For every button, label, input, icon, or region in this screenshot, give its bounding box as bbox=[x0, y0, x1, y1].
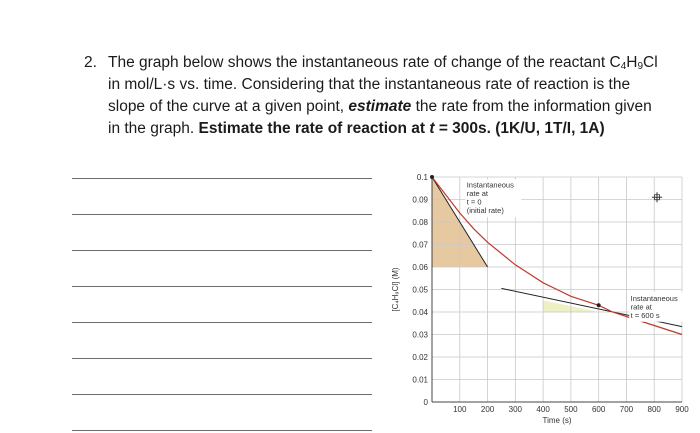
answer-lines bbox=[72, 170, 382, 433]
y-tick-label: 0.09 bbox=[412, 196, 428, 205]
question-estimate-word: estimate bbox=[348, 98, 412, 115]
annotation-t0-line: t = 0 bbox=[467, 197, 482, 206]
question-number: 2. bbox=[84, 54, 97, 71]
tangent-triangle-2 bbox=[543, 300, 599, 312]
answer-line bbox=[72, 178, 372, 179]
y-tick-label: 0.08 bbox=[412, 218, 428, 227]
annotation-t0-line: Instantaneous bbox=[467, 180, 514, 189]
question-line4-mid: the rate of reaction at bbox=[263, 120, 430, 137]
answer-line bbox=[72, 394, 372, 395]
question-t-symbol: t bbox=[429, 120, 435, 137]
tangent-point-t600 bbox=[596, 303, 601, 308]
annotation-box-t600 bbox=[629, 291, 686, 322]
answer-line bbox=[72, 358, 372, 359]
x-tick-label: 800 bbox=[648, 405, 662, 414]
x-tick-label: 300 bbox=[509, 405, 523, 414]
formula-h: H bbox=[626, 54, 638, 71]
y-tick-label-zero: 0 bbox=[424, 398, 429, 407]
y-tick-label: 0.03 bbox=[412, 331, 428, 340]
answer-line bbox=[72, 430, 372, 431]
y-tick-label: 0.07 bbox=[412, 241, 428, 250]
y-tick-label: 0.05 bbox=[412, 286, 428, 295]
question-estimate-bold: Estimate bbox=[198, 120, 264, 137]
tangent-point-t0 bbox=[430, 175, 434, 179]
y-tick-label: 0.01 bbox=[412, 376, 428, 385]
annotation-t600-line: t = 600 s bbox=[631, 311, 660, 320]
answer-line bbox=[72, 286, 372, 287]
x-tick-label: 500 bbox=[564, 405, 578, 414]
y-tick-label: 0.1 bbox=[417, 173, 429, 182]
x-tick-label: 200 bbox=[481, 405, 495, 414]
x-tick-label: 900 bbox=[675, 405, 689, 414]
formula-cl: Cl bbox=[643, 54, 658, 71]
x-tick-label: 400 bbox=[536, 405, 550, 414]
answer-line bbox=[72, 214, 372, 215]
x-tick-label: 100 bbox=[453, 405, 467, 414]
y-tick-label: 0.04 bbox=[412, 308, 428, 317]
y-tick-label: 0.06 bbox=[412, 263, 428, 272]
question-line3-post: the rate from the information given bbox=[411, 98, 652, 115]
annotation-t600-line: Instantaneous bbox=[631, 294, 678, 303]
x-axis-title: Time (s) bbox=[542, 416, 571, 425]
formula-subscript-4: 4 bbox=[620, 61, 627, 72]
question-line4-post: = 300s. (1K/U, 1T/I, 1A) bbox=[434, 120, 605, 137]
answer-line bbox=[72, 322, 372, 323]
y-tick-label: 0.02 bbox=[412, 353, 428, 362]
y-axis-title: [C₄H₉Cl] (M) bbox=[391, 267, 400, 312]
x-tick-label: 600 bbox=[592, 405, 606, 414]
annotation-box-t0 bbox=[465, 179, 522, 218]
question-line4-pre: in the graph. bbox=[108, 120, 199, 137]
formula-subscript-9: 9 bbox=[637, 61, 644, 72]
annotation-t0-line: rate at bbox=[467, 189, 489, 198]
tangent-line-1 bbox=[431, 176, 488, 268]
annotation-t0-line: (initial rate) bbox=[467, 206, 505, 215]
question-line3-pre: slope of the curve at a given point, bbox=[108, 98, 349, 115]
question-line2: in mol/L·s vs. time. Considering that th… bbox=[108, 76, 631, 93]
answer-line bbox=[72, 250, 372, 251]
crosshair-marker-box bbox=[654, 194, 660, 201]
rate-chart: 0.01 0.02 0.03 0.04 0.05 0.06 0.07 0.08 0.09 0.1 0… bbox=[391, 173, 689, 425]
annotation-t600-line: rate at bbox=[631, 302, 653, 311]
question-line1: The graph below shows the instantaneous … bbox=[108, 54, 621, 71]
question-text: The graph below shows the instantaneous … bbox=[108, 52, 668, 140]
x-tick-label: 700 bbox=[620, 405, 634, 414]
